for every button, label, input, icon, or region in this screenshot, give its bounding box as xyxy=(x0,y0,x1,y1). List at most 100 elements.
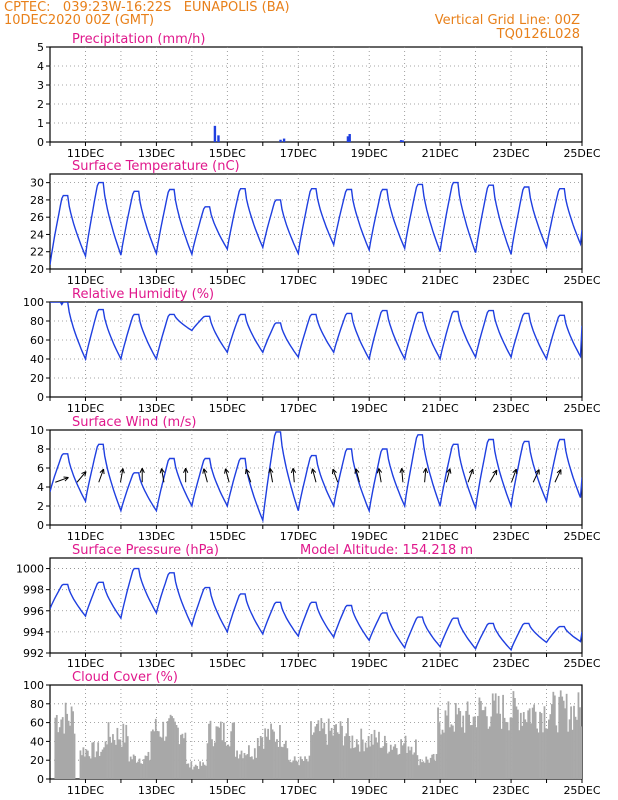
cloud-bar xyxy=(310,721,312,779)
cloud-bar xyxy=(243,753,246,779)
cloud-bar xyxy=(505,721,507,779)
wind-arrow xyxy=(76,471,87,483)
header-station: CPTEC: 039:23W-16:22S EUNAPOLIS (BA) xyxy=(4,0,290,15)
panel-annotation: Model Altitude: 154.218 m xyxy=(300,543,473,558)
cloud-bar xyxy=(407,746,410,779)
cloud-bar xyxy=(61,717,64,779)
cloud-bar xyxy=(453,731,456,779)
cloud-bar xyxy=(481,710,484,779)
cloud-bar xyxy=(565,693,568,779)
cloud-bar xyxy=(293,756,296,779)
cloud-bar xyxy=(246,754,249,779)
cloud-bar xyxy=(177,727,179,779)
panel-title: Relative Humidity (%) xyxy=(72,287,214,302)
cloud-bar xyxy=(208,723,210,779)
x-tick-label: 13DEC xyxy=(138,784,175,797)
cloud-bar xyxy=(329,730,332,779)
cloud-bar xyxy=(516,709,519,779)
y-tick-label: 22 xyxy=(30,246,44,259)
cloud-bar xyxy=(66,713,69,779)
y-tick-label: 0 xyxy=(37,773,44,786)
wind-arrow xyxy=(183,468,189,483)
cloud-bar xyxy=(197,768,200,779)
cloud-bar xyxy=(378,731,380,779)
y-tick-label: 5 xyxy=(37,41,44,54)
cloud-bar xyxy=(273,731,275,779)
cloud-bar xyxy=(432,753,435,779)
cloud-bar xyxy=(274,741,277,779)
cloud-bar xyxy=(231,722,234,779)
cloud-bar xyxy=(326,744,329,779)
cloud-bar xyxy=(339,721,342,779)
cloud-bar xyxy=(391,749,394,779)
cloud-bar xyxy=(559,690,562,779)
y-tick-label: 100 xyxy=(23,296,44,309)
wind-arrow xyxy=(511,468,518,483)
cloud-bar xyxy=(224,742,227,779)
plot-area xyxy=(50,567,582,652)
cloud-bar xyxy=(218,727,221,779)
cloud-bar xyxy=(431,754,434,779)
x-tick-label: 17DEC xyxy=(280,147,317,160)
cloud-bar xyxy=(216,726,219,779)
cloud-bar xyxy=(166,721,169,779)
cloud-bar xyxy=(546,728,549,779)
header-grid-note: Vertical Grid Line: 00Z xyxy=(434,13,580,28)
cloud-bar xyxy=(336,732,339,779)
cloud-bar xyxy=(92,742,95,779)
cloud-bar xyxy=(324,734,327,779)
precip-bar xyxy=(401,140,405,142)
cloud-bar xyxy=(318,731,321,779)
cloud-bar xyxy=(94,757,97,779)
x-tick-label: 19DEC xyxy=(351,147,388,160)
cloud-bar xyxy=(83,756,86,779)
cloud-bar xyxy=(252,759,255,779)
cloud-bar xyxy=(199,761,202,779)
cloud-bar xyxy=(282,747,284,779)
cloud-bar xyxy=(321,728,324,779)
plot-area xyxy=(50,431,582,523)
panel-3: 0 20 40 60 80 100 11DEC 13DEC 15DEC 17DEC 19DEC 21D… xyxy=(23,287,601,415)
cloud-bar xyxy=(308,755,311,779)
panel-title: Precipitation (mm/h) xyxy=(72,32,205,47)
wind-arrow xyxy=(554,469,562,483)
cloud-bar xyxy=(64,702,67,779)
cloud-bar xyxy=(98,755,101,779)
panel-5: 992 994 996 998 1000 11DEC 13DEC 15DEC 17DEC 19DE… xyxy=(16,543,601,670)
cloud-bar xyxy=(60,719,63,779)
panel-4: 0 2 4 6 8 10 11DEC 13DEC 15DEC 17DEC 19DEC 21DEC 23D… xyxy=(30,415,601,543)
cloud-bar xyxy=(236,750,238,779)
panel-frame xyxy=(49,557,583,654)
cloud-bar xyxy=(57,732,60,779)
cloud-bar xyxy=(122,723,125,779)
x-tick-label: 23DEC xyxy=(493,147,530,160)
wind-arrow xyxy=(224,468,230,483)
precip-bar xyxy=(348,134,351,142)
x-tick-label: 19DEC xyxy=(351,402,388,415)
cloud-bar xyxy=(284,740,287,779)
cloud-bar xyxy=(512,691,515,779)
cloud-bar xyxy=(156,730,159,779)
cloud-bar xyxy=(55,714,58,779)
cloud-bar xyxy=(351,735,354,779)
y-tick-label: 998 xyxy=(23,584,44,597)
cloud-bar xyxy=(449,727,451,779)
cloud-bar xyxy=(576,719,578,779)
cloud-bar xyxy=(72,711,74,779)
cloud-bar xyxy=(558,696,561,779)
wind-arrow xyxy=(489,469,498,483)
cloud-bar xyxy=(360,728,363,779)
cloud-bar xyxy=(88,756,91,779)
cloud-bar xyxy=(250,756,253,779)
cloud-bar xyxy=(70,706,73,779)
y-tick-label: 26 xyxy=(30,211,44,224)
cloud-bar xyxy=(209,720,212,779)
cloud-bar xyxy=(354,747,357,779)
cloud-bar xyxy=(382,746,385,779)
cloud-bar xyxy=(256,738,259,779)
x-tick-label: 25DEC xyxy=(563,784,600,797)
cloud-bar xyxy=(67,720,70,779)
wind-arrow xyxy=(245,468,252,483)
cloud-bar xyxy=(82,747,85,779)
cloud-bar xyxy=(370,734,373,779)
